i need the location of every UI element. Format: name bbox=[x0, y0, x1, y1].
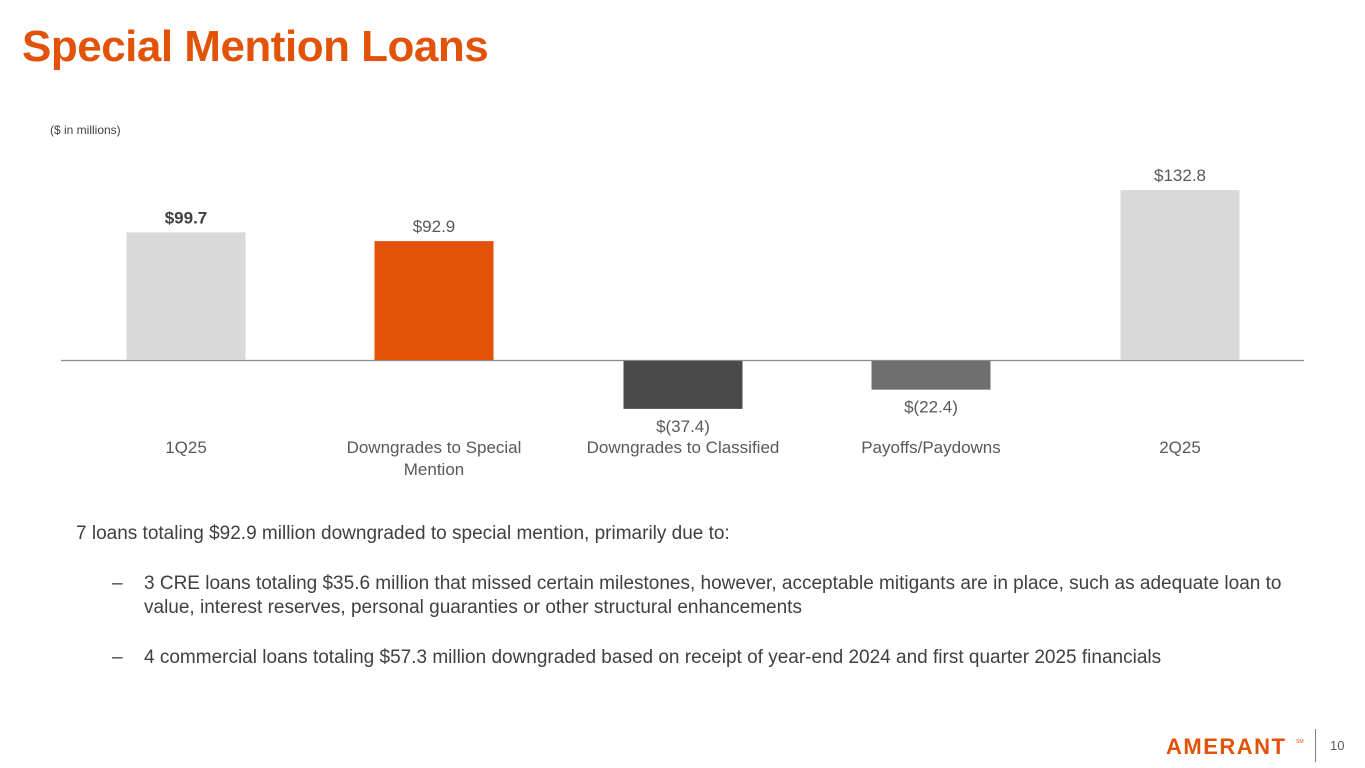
commentary-bullet-text: 4 commercial loans totaling $57.3 millio… bbox=[144, 647, 1162, 668]
amerant-logo: AMERANT SM bbox=[1166, 735, 1304, 757]
category-label-1q25: 1Q25 bbox=[165, 438, 207, 457]
svg-text:SM: SM bbox=[1296, 739, 1304, 745]
commentary-bullet: – 3 CRE loans totaling $35.6 million tha… bbox=[76, 572, 1306, 620]
category-label-2q25: 2Q25 bbox=[1159, 438, 1201, 457]
category-label-downgrades-special-mention: Downgrades to Special Mention bbox=[347, 438, 522, 479]
units-note: ($ in millions) bbox=[50, 123, 121, 137]
data-label-1q25: $99.7 bbox=[165, 208, 208, 227]
bar-downgrades-special-mention bbox=[374, 241, 494, 360]
commentary-lead: 7 loans totaling $92.9 million downgrade… bbox=[76, 523, 730, 544]
commentary-bullet-text: 3 CRE loans totaling $35.6 million that … bbox=[144, 573, 1282, 618]
bar-2q25 bbox=[1120, 190, 1240, 360]
data-label-downgrades-classified: $(37.4) bbox=[656, 417, 710, 436]
page-number: 10 bbox=[1330, 738, 1345, 753]
footer-divider bbox=[1315, 729, 1316, 762]
bar-payoffs-paydowns bbox=[871, 361, 991, 390]
page-title: Special Mention Loans bbox=[22, 22, 489, 71]
commentary-bullet: – 4 commercial loans totaling $57.3 mill… bbox=[76, 646, 1306, 670]
category-label-payoffs-paydowns: Payoffs/Paydowns bbox=[861, 438, 1001, 457]
bar-downgrades-classified bbox=[623, 361, 743, 409]
data-label-payoffs-paydowns: $(22.4) bbox=[904, 398, 958, 417]
waterfall-chart: $99.7 $92.9 $(37.4) $(22.4) $132.8 1Q25 Downgr… bbox=[61, 166, 1304, 479]
data-label-2q25: $132.8 bbox=[1154, 166, 1206, 185]
commentary: 7 loans totaling $92.9 million downgrade… bbox=[76, 522, 1306, 696]
bar-1q25 bbox=[126, 232, 246, 360]
bullet-dash: – bbox=[112, 573, 123, 594]
amerant-logo-text: AMERANT bbox=[1166, 735, 1287, 757]
data-label-downgrades-special-mention: $92.9 bbox=[413, 217, 456, 236]
bullet-dash: – bbox=[112, 647, 123, 668]
category-label-downgrades-classified: Downgrades to Classified bbox=[587, 438, 780, 457]
